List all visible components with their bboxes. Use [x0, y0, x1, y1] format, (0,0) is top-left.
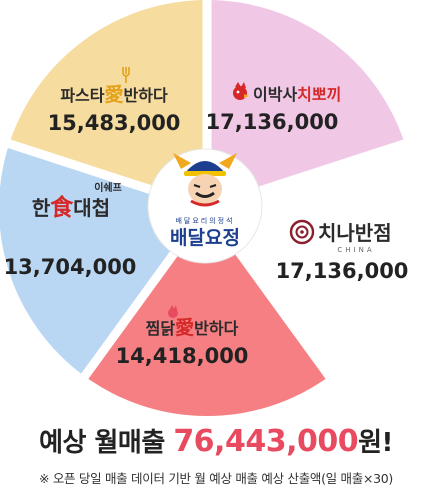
pie-chart: 이박사치뽀끼 17,136,000 치나반점 CHINA 17,136,000 … — [0, 0, 409, 417]
hanger-badge-icon — [289, 219, 315, 245]
center-name: 배달요정 — [170, 227, 240, 249]
chicken-head-icon — [168, 305, 178, 318]
slice-brand-pasta: 파스타愛반하다 — [60, 84, 168, 106]
chicken-head-icon — [233, 82, 249, 100]
monthly-sales-summary: 예상 월매출 76,443,000원! — [0, 422, 432, 459]
slice-value-china: 17,136,000 — [276, 259, 409, 283]
slice-label-jjimdak: 찜닭愛반하다 14,418,000 — [116, 305, 249, 368]
slice-label-pasta: 파스타愛반하다 15,483,000 — [48, 67, 181, 135]
slice-brand-jjimdak: 찜닭愛반하다 — [146, 317, 239, 339]
summary-suffix: 원! — [358, 428, 393, 458]
summary-prefix: 예상 월매출 — [39, 428, 165, 458]
center-logo: 배달요리의정석 배달요정 — [147, 148, 263, 264]
slice-brand-china: 치나반점 — [318, 221, 392, 245]
pie-slice — [84, 208, 330, 417]
fork-heart-icon — [122, 67, 130, 83]
slice-value-hansik: 13,704,000 — [4, 255, 137, 279]
center-tagline: 배달요리의정석 — [175, 216, 234, 225]
slice-label-china: 치나반점 CHINA 17,136,000 — [276, 219, 409, 283]
summary-amount: 76,443,000 — [173, 424, 359, 459]
slice-label-hansik: 이쉐프 한食대첩 13,704,000 — [4, 181, 137, 279]
footnote: ※ 오픈 당일 매출 데이터 기반 월 예상 매출 예상 산출액(일 매출×30… — [38, 471, 393, 486]
slice-label-ibaksa: 이박사치뽀끼 17,136,000 — [206, 82, 341, 134]
slice-brand-hansik: 한食대첩 — [32, 194, 110, 221]
mascot-icon — [173, 153, 237, 207]
slice-value-ibaksa: 17,136,000 — [206, 110, 339, 134]
slice-value-pasta: 15,483,000 — [48, 111, 181, 135]
slice-sub-china: CHINA — [337, 246, 374, 254]
slice-brand-ibaksa: 이박사치뽀끼 — [253, 85, 341, 104]
slice-value-jjimdak: 14,418,000 — [116, 344, 249, 368]
slice-prefix-hansik: 이쉐프 — [94, 181, 122, 194]
